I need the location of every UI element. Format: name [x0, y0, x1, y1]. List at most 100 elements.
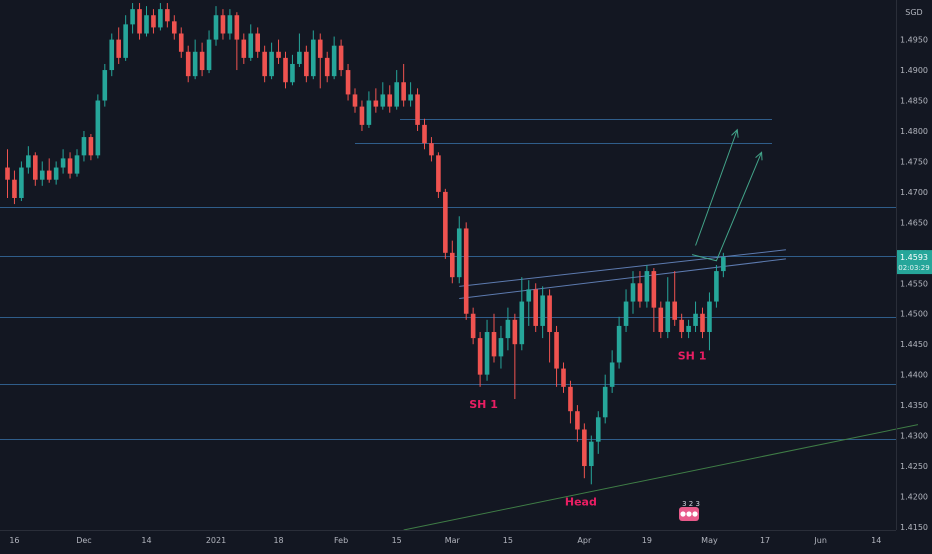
candle-96 — [672, 271, 677, 326]
candle-99 — [693, 301, 698, 333]
candle-44 — [311, 30, 316, 80]
trendline-2[interactable] — [403, 424, 919, 531]
candle-80 — [561, 362, 566, 393]
candle-57 — [401, 63, 406, 107]
candle-51 — [359, 100, 365, 131]
candle-74 — [519, 277, 525, 351]
candle-42 — [297, 33, 302, 68]
annotation-2: Head — [565, 496, 597, 509]
candle-body-41 — [290, 63, 295, 83]
candle-body-5 — [39, 170, 45, 180]
earnings-badge[interactable]: 3 2 3 — [679, 500, 700, 521]
x-tick-label-8: 15 — [503, 536, 513, 545]
candle-49 — [345, 63, 351, 101]
arrow-path-1[interactable] — [691, 152, 763, 262]
candle-body-71 — [498, 338, 504, 357]
candle-body-6 — [46, 170, 52, 180]
candle-body-19 — [137, 9, 142, 34]
candle-body-13 — [95, 100, 101, 156]
candle-body-7 — [53, 167, 59, 180]
candle-body-43 — [304, 51, 309, 77]
candle-body-55 — [387, 94, 393, 107]
candle-43 — [304, 45, 309, 83]
arrow-head-1 — [755, 151, 763, 161]
candle-body-31 — [220, 15, 226, 34]
candle-16 — [116, 27, 121, 64]
x-tick-label-6: 15 — [392, 536, 402, 545]
candle-body-44 — [311, 39, 316, 77]
candle-body-88 — [616, 325, 622, 363]
candle-58 — [408, 82, 413, 107]
candle-37 — [262, 45, 267, 83]
annotation-0: SH 1 — [469, 398, 498, 411]
candle-body-59 — [415, 94, 420, 125]
candle-body-16 — [116, 39, 121, 58]
y-tick-label-1: 1.4900 — [900, 66, 928, 75]
candle-83 — [582, 423, 587, 479]
x-tick-label-2: 14 — [141, 536, 151, 545]
y-tick-label-4: 1.4750 — [900, 157, 928, 166]
candle-5 — [39, 161, 45, 186]
candle-46 — [324, 51, 330, 83]
candle-26 — [185, 45, 191, 83]
candle-body-8 — [60, 158, 66, 168]
x-tick-label-4: 18 — [273, 536, 283, 545]
candle-67 — [470, 307, 476, 345]
candle-body-80 — [561, 368, 566, 387]
last-price-countdown: 02:03:29 — [898, 264, 929, 272]
y-tick-label-10: 1.4450 — [900, 340, 928, 349]
candle-body-20 — [144, 15, 149, 34]
candle-41 — [290, 54, 295, 86]
y-tick-label-5: 1.4700 — [900, 188, 928, 197]
candle-61 — [429, 137, 434, 162]
candle-84 — [589, 435, 594, 485]
candle-70 — [491, 313, 497, 363]
last-price-tag: 1.4593 02:03:29 — [897, 250, 932, 275]
candle-body-97 — [679, 319, 684, 333]
trendline-0[interactable] — [459, 249, 786, 287]
candle-body-22 — [158, 9, 163, 28]
candle-body-81 — [568, 386, 573, 412]
candle-52 — [366, 91, 372, 128]
candle-56 — [394, 70, 399, 110]
y-tick-label-2: 1.4850 — [900, 97, 928, 106]
candle-body-45 — [317, 39, 323, 58]
candle-11 — [81, 130, 87, 162]
candle-body-61 — [429, 143, 434, 156]
candle-body-85 — [595, 417, 601, 442]
candle-47 — [331, 36, 337, 80]
candle-103 — [721, 252, 726, 278]
candle-body-79 — [554, 332, 559, 369]
candle-20 — [144, 6, 149, 37]
trendline-1[interactable] — [459, 258, 786, 300]
candle-body-62 — [436, 155, 441, 192]
candle-body-87 — [609, 362, 615, 387]
candle-81 — [568, 380, 573, 424]
candle-9 — [67, 152, 73, 179]
candle-body-33 — [234, 15, 240, 40]
candle-90 — [630, 271, 636, 314]
candle-63 — [443, 188, 448, 259]
candle-body-51 — [359, 106, 365, 125]
candle-body-14 — [102, 70, 108, 101]
x-tick-label-7: Mar — [445, 536, 461, 545]
candle-35 — [248, 24, 254, 61]
candle-body-99 — [693, 313, 698, 326]
candle-body-69 — [484, 332, 490, 375]
candle-body-75 — [526, 289, 532, 302]
candle-94 — [658, 301, 664, 339]
candle-28 — [199, 42, 205, 77]
candle-30 — [213, 6, 219, 46]
arrow-path-0[interactable] — [695, 129, 738, 246]
candle-body-73 — [512, 319, 518, 345]
candle-97 — [679, 313, 684, 339]
candle-39 — [276, 39, 281, 64]
candle-100 — [700, 307, 705, 339]
y-tick-label-3: 1.4800 — [900, 127, 928, 136]
candle-18 — [130, 3, 135, 34]
candle-1 — [12, 170, 17, 205]
time-axis[interactable]: 16 Dec 14 2021 18 Feb 15 Mar 15 Apr 19 May 17 Jun 14 — [0, 530, 896, 546]
price-axis[interactable]: SGD 1.4950 1.4900 1.4850 1.4800 1.4750 1.4700… — [896, 0, 929, 532]
y-tick-label-16: 1.4150 — [900, 523, 928, 532]
